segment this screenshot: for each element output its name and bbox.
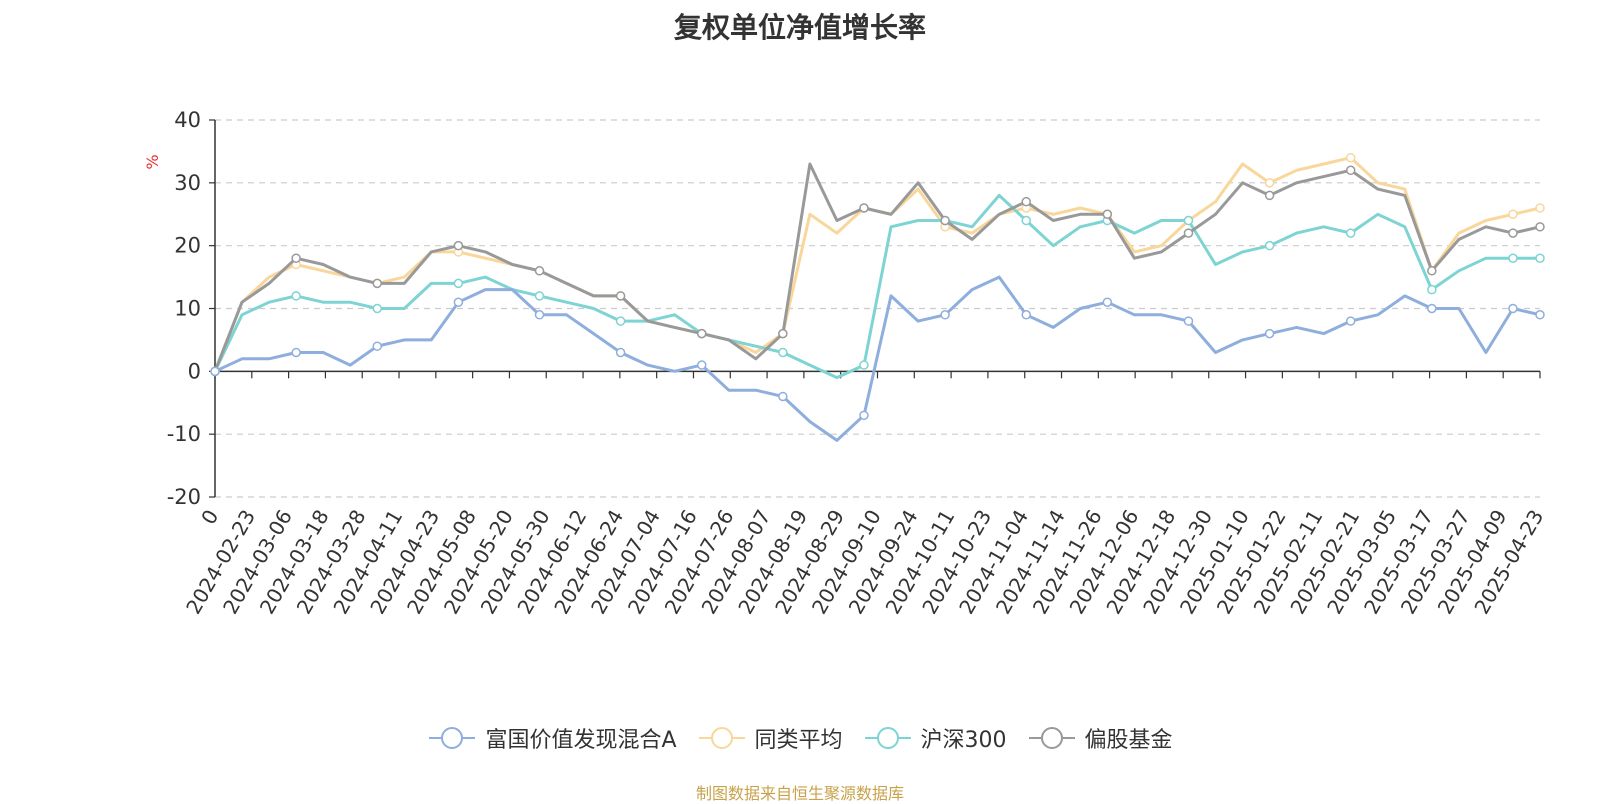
data-point xyxy=(1264,178,1275,188)
data-point xyxy=(1427,266,1437,276)
series-line xyxy=(213,162,1541,372)
data-point xyxy=(534,266,545,276)
data-point xyxy=(291,347,301,358)
data-point xyxy=(778,328,788,339)
legend-marker-icon xyxy=(1028,727,1075,749)
data-point xyxy=(1508,228,1518,238)
data-point xyxy=(291,253,301,263)
y-tick-label: 30 xyxy=(174,171,201,195)
data-point xyxy=(1264,328,1275,339)
legend-marker-icon xyxy=(698,727,745,749)
legend-item[interactable]: 偏股基金 xyxy=(1027,722,1173,754)
data-point xyxy=(1345,165,1356,176)
data-point xyxy=(696,328,707,339)
legend-item[interactable]: 富国价值发现混合A xyxy=(427,722,677,754)
chart-title: 复权单位净值增长率 xyxy=(673,11,926,44)
x-tick-label: 0 xyxy=(196,506,223,529)
data-point xyxy=(696,360,707,370)
data-point xyxy=(778,391,788,402)
data-point xyxy=(615,316,626,326)
legend-item[interactable]: 同类平均 xyxy=(697,722,843,754)
line-chart: -20-10010203040%02024-02-232024-03-06202… xyxy=(143,108,1548,618)
legend: 富国价值发现混合A 同类平均 沪深300 偏股基金 xyxy=(0,722,1600,754)
data-point xyxy=(1264,190,1275,201)
data-point xyxy=(1345,152,1356,163)
legend-label: 沪深300 xyxy=(920,728,1007,753)
data-point xyxy=(1102,209,1113,219)
data-point xyxy=(615,347,626,358)
legend-label: 偏股基金 xyxy=(1084,728,1173,753)
legend-marker-icon xyxy=(864,727,911,749)
data-point xyxy=(1102,297,1113,307)
data-point xyxy=(372,303,382,314)
data-point xyxy=(1345,228,1356,238)
data-point xyxy=(1345,316,1356,326)
data-point xyxy=(1508,303,1518,314)
legend-label: 同类平均 xyxy=(754,728,843,753)
y-tick-label: -10 xyxy=(167,422,201,446)
y-tick-label: -20 xyxy=(167,485,201,509)
data-point xyxy=(859,410,869,421)
data-point xyxy=(453,240,464,251)
y-tick-label: 10 xyxy=(174,297,201,321)
legend-marker-icon xyxy=(429,727,476,749)
data-point xyxy=(859,360,869,370)
y-tick-label: 40 xyxy=(174,108,201,132)
y-axis-label: % xyxy=(143,154,162,169)
data-point xyxy=(453,297,464,307)
data-point xyxy=(291,291,301,301)
legend-label: 富国价值发现混合A xyxy=(485,728,677,753)
data-point xyxy=(210,366,220,377)
data-point xyxy=(534,310,545,320)
data-point xyxy=(1021,310,1031,320)
legend-item[interactable]: 沪深300 xyxy=(863,722,1007,754)
data-point xyxy=(778,347,788,358)
series-line xyxy=(213,193,1540,380)
data-point xyxy=(453,278,464,289)
data-point xyxy=(940,310,950,320)
data-point xyxy=(1021,215,1031,226)
data-point xyxy=(615,291,626,301)
data-point xyxy=(1535,310,1545,320)
y-tick-label: 0 xyxy=(188,359,201,383)
data-point xyxy=(1183,316,1194,326)
data-point xyxy=(372,341,382,351)
data-point xyxy=(1264,240,1275,251)
data-point xyxy=(1535,203,1545,213)
data-point xyxy=(372,278,382,289)
y-tick-label: 20 xyxy=(174,234,201,258)
data-point xyxy=(1535,222,1545,232)
data-point xyxy=(1183,215,1194,226)
data-point xyxy=(1183,228,1194,238)
series-line xyxy=(214,275,1541,442)
data-point xyxy=(1427,284,1437,295)
data-point xyxy=(859,203,869,213)
data-point xyxy=(1427,303,1437,314)
data-point xyxy=(534,291,545,301)
data-point xyxy=(1508,253,1518,263)
data-point xyxy=(940,215,950,226)
data-point xyxy=(1021,196,1031,207)
source-note: 制图数据来自恒生聚源数据库 xyxy=(695,784,904,803)
data-point xyxy=(1508,209,1518,219)
data-point xyxy=(1535,253,1545,263)
